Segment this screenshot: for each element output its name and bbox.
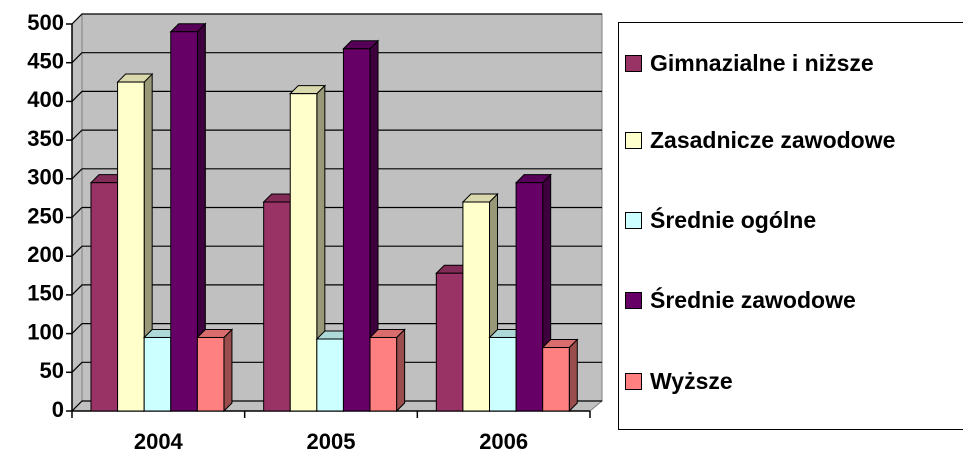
legend-item: Gimnazialne i niższe [625,48,874,78]
bar-front [170,31,198,412]
bar [541,338,579,413]
y-tick-label: 200 [27,242,64,267]
grid-line [71,400,602,412]
bar [116,72,154,413]
bar-front [515,182,544,412]
bar-front [489,336,517,412]
bar-front [263,201,291,412]
legend-label: Gimnazialne i niższe [650,50,874,76]
grid-line [71,90,602,102]
legend-label: Średnie zawodowe [650,287,856,313]
bar-front [462,201,491,412]
bar [289,84,327,413]
y-tick-label: 100 [27,319,64,344]
bar-front [117,81,145,412]
y-tick-label: 400 [27,87,64,112]
y-tick-label: 150 [27,281,64,306]
bar-front [369,336,398,412]
grid-line [71,168,602,180]
legend-swatch [625,212,642,229]
bar-side [568,338,578,413]
legend-swatch [625,132,642,149]
grid-line [71,206,602,218]
bar [368,328,406,413]
x-tick-label: 2006 [479,429,528,454]
y-tick-label: 350 [27,126,64,151]
bar-front [342,48,371,412]
legend-item: Zasadnicze zawodowe [625,125,895,155]
y-tick-label: 300 [27,165,64,190]
grid-line [71,52,602,64]
grid-line [71,129,602,141]
legend-item: Średnie ogólne [625,205,816,235]
legend-label: Średnie ogólne [650,207,817,233]
legend-swatch [625,373,642,390]
grid-line [71,13,602,25]
grid-line [71,245,602,257]
y-tick-label: 0 [52,397,64,422]
bar [169,22,207,413]
x-tick-label: 2004 [134,429,184,454]
y-tick-label: 50 [40,358,64,383]
bar [196,328,234,413]
bar-front [196,336,225,412]
y-tick-label: 500 [27,10,64,35]
bar-side [223,328,233,413]
grid-line [71,361,602,373]
bar-front [435,272,464,412]
x-tick-label: 2005 [307,429,356,454]
legend-swatch [625,55,642,72]
y-tick-label: 450 [27,49,64,74]
bar-front [289,93,318,412]
legend-item: Średnie zawodowe [625,285,856,315]
grid-line [71,284,602,296]
y-tick-label: 250 [27,203,64,228]
bar-front [542,347,570,412]
legend: Gimnazialne i niższe Zasadnicze zawodowe Ś… [618,22,963,430]
legend-label: Wyższe [650,368,733,394]
legend-swatch [625,292,642,309]
legend-label: Zasadnicze zawodowe [650,127,896,153]
bar-front [143,336,172,412]
bar-front [90,182,119,412]
bar-front [316,338,344,412]
bar-side [396,328,406,413]
grid-line [71,323,602,335]
legend-item: Wyższe [625,366,733,396]
